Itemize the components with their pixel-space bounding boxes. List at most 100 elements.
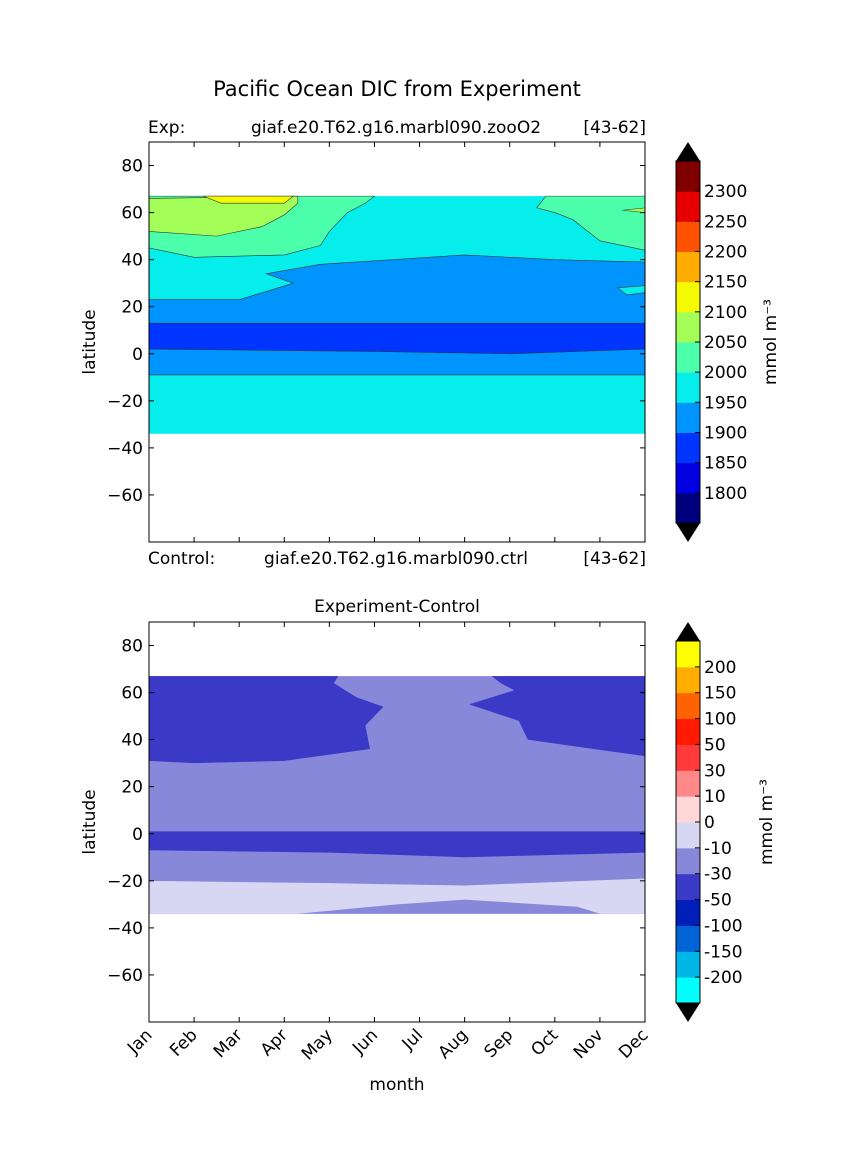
colorbar-tick-label: 30 [704, 761, 726, 781]
colorbar-extend-min [676, 1003, 700, 1022]
colorbar-tick-label: 1800 [704, 484, 747, 504]
colorbar-swatch [676, 692, 700, 720]
x-tick-label: May [298, 1025, 337, 1064]
colorbar-swatch [676, 951, 700, 978]
colorbar-tick-label: 1850 [704, 454, 747, 474]
x-tick-label: Dec [615, 1025, 652, 1062]
colorbar-swatch [676, 641, 700, 668]
y-tick-label: 20 [121, 298, 143, 318]
control-years: [43-62] [583, 549, 646, 569]
colorbar-swatch [676, 462, 700, 494]
bottom-colorbar-label: mmol m⁻³ [757, 779, 777, 865]
top-x-axis [148, 142, 646, 542]
y-tick-label: −20 [107, 872, 143, 892]
colorbar-swatch [676, 925, 700, 952]
contour-band [469, 676, 645, 757]
y-tick-label: −40 [107, 439, 143, 459]
colorbar-swatch [676, 744, 700, 771]
colorbar-swatch [676, 161, 700, 192]
top-panel: 80 60 40 20 0 −20 −40 −60 Exp: giaf.e20.T62.g16… [80, 118, 781, 569]
colorbar-extend-min [676, 523, 700, 542]
colorbar-swatch [676, 718, 700, 745]
y-tick-label: 20 [121, 778, 143, 798]
colorbar-swatch [676, 847, 700, 875]
contour-band [149, 195, 299, 237]
colorbar-tick-label: -50 [704, 891, 732, 911]
x-tick-label: Apr [257, 1025, 292, 1060]
y-tick-label: −60 [107, 966, 143, 986]
colorbar-tick-label: -30 [704, 865, 732, 885]
bottom-y-axis: 80 60 40 20 0 −20 −40 −60 [107, 637, 645, 986]
x-tick-label: Oct [527, 1025, 562, 1060]
y-tick-label: 60 [121, 204, 143, 224]
colorbar-tick-label: 2200 [704, 243, 747, 263]
colorbar-tick-label: 2050 [704, 333, 747, 353]
exp-years: [43-62] [583, 118, 646, 138]
colorbar-swatch [676, 977, 700, 1004]
figure-title: Pacific Ocean DIC from Experiment [213, 77, 581, 101]
contour-band [622, 207, 645, 213]
top-plot-frame [148, 141, 646, 543]
colorbar-swatch [676, 666, 700, 694]
y-tick-label: 80 [121, 157, 143, 177]
colorbar-tick-label: 1900 [704, 424, 747, 444]
colorbar-tick-label: 50 [704, 735, 726, 755]
contour-band [149, 676, 384, 764]
contour-band [202, 195, 295, 204]
colorbar-swatch [676, 281, 700, 313]
colorbar-tick-label: -200 [704, 968, 743, 988]
contour-band [297, 899, 600, 914]
y-tick-label: −60 [107, 486, 143, 506]
contour-band [536, 195, 645, 251]
colorbar-tick-label: -10 [704, 839, 732, 859]
contour-band [149, 831, 645, 858]
colorbar-tick-label: 150 [704, 684, 736, 704]
colorbar-extend-max [676, 622, 700, 641]
y-tick-label: 60 [121, 684, 143, 704]
exp-name: giaf.e20.T62.g16.marbl090.zooO2 [251, 118, 541, 138]
y-tick-label: 0 [132, 345, 143, 365]
y-tick-label: 40 [121, 731, 143, 751]
colorbar-tick-label: -100 [704, 916, 743, 936]
x-tick-label: Jan [123, 1025, 156, 1058]
colorbar-swatch [676, 432, 700, 464]
bottom-panel-title: Experiment-Control [314, 597, 480, 617]
colorbar-swatch [676, 191, 700, 222]
y-tick-label: −40 [107, 919, 143, 939]
x-tick-label: Nov [570, 1025, 608, 1063]
colorbar-tick-label: 200 [704, 658, 736, 678]
top-y-axis-label: latitude [80, 309, 100, 374]
colorbar-tick-label: 0 [704, 813, 715, 833]
control-name: giaf.e20.T62.g16.marbl090.ctrl [264, 549, 528, 569]
colorbar-tick-label: 10 [704, 787, 726, 807]
bottom-y-axis-label: latitude [80, 789, 100, 854]
y-tick-label: −20 [107, 392, 143, 412]
contour-band [149, 254, 645, 324]
y-tick-label: 0 [132, 825, 143, 845]
control-label: Control: [148, 549, 215, 569]
x-tick-label: Jun [348, 1025, 382, 1059]
colorbar-tick-label: -150 [704, 942, 743, 962]
colorbar-swatch [676, 311, 700, 343]
exp-label: Exp: [148, 118, 185, 138]
y-tick-label: 80 [121, 637, 143, 657]
bottom-plot-frame [148, 621, 646, 1023]
top-y-axis: 80 60 40 20 0 −20 −40 −60 [107, 157, 645, 506]
y-tick-label: 40 [121, 251, 143, 271]
colorbar-tick-label: 2250 [704, 212, 747, 232]
colorbar-tick-label: 2150 [704, 273, 747, 293]
x-tick-label: Mar [210, 1025, 247, 1062]
colorbar-swatch [676, 221, 700, 252]
colorbar-tick-label: 2000 [704, 363, 747, 383]
colorbar-swatch [676, 342, 700, 373]
bottom-contour-area [149, 676, 645, 914]
bottom-x-axis-label: month [369, 1075, 424, 1095]
colorbar-swatch [676, 372, 700, 403]
top-contour-area [149, 195, 645, 434]
colorbar-swatch [676, 492, 700, 524]
colorbar-swatch [676, 796, 700, 823]
colorbar-swatch [676, 251, 700, 283]
colorbar-tick-label: 1950 [704, 393, 747, 413]
colorbar-swatch [676, 402, 700, 433]
